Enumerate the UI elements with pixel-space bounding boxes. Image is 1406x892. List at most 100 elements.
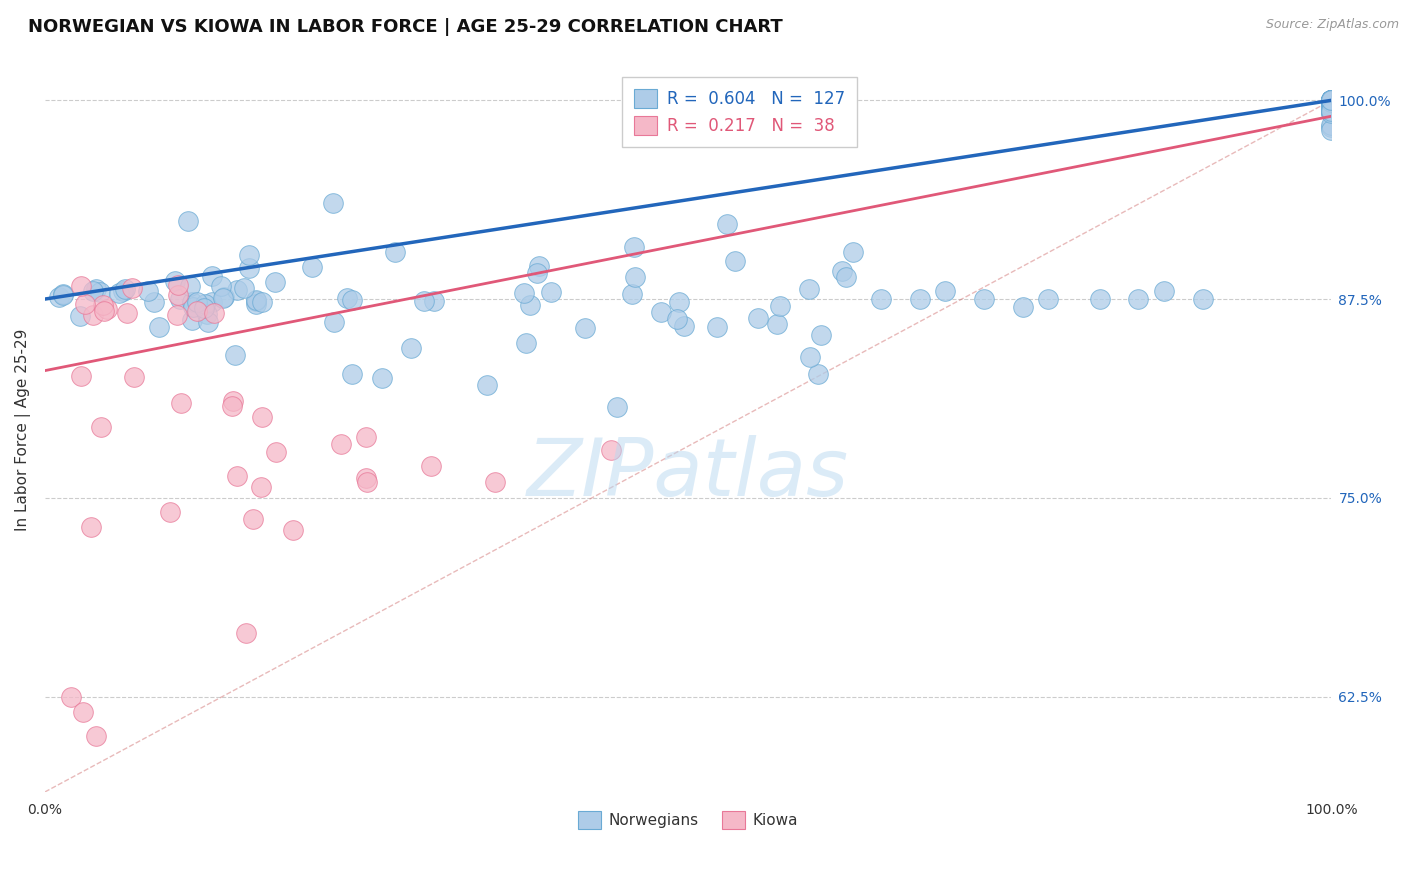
Point xyxy=(1320,122,1343,136)
Point xyxy=(527,259,550,273)
Point xyxy=(252,410,274,425)
Point xyxy=(263,275,285,289)
Point xyxy=(166,288,188,302)
Point xyxy=(1320,98,1343,112)
Point xyxy=(1320,106,1343,120)
Point xyxy=(831,264,853,278)
Point xyxy=(245,293,267,307)
Point xyxy=(181,294,204,309)
Point xyxy=(354,430,377,444)
Point xyxy=(1320,93,1343,107)
Point xyxy=(973,292,995,306)
Point xyxy=(1320,93,1343,107)
Point xyxy=(52,286,75,301)
Point xyxy=(1153,284,1175,298)
Point xyxy=(1320,105,1343,120)
Point xyxy=(1320,93,1343,107)
Point xyxy=(620,287,643,301)
Point xyxy=(52,288,75,302)
Point xyxy=(224,348,246,362)
Point xyxy=(484,475,506,489)
Point xyxy=(84,282,107,296)
Point xyxy=(111,284,134,298)
Point xyxy=(623,240,645,254)
Point xyxy=(211,291,233,305)
Text: Source: ZipAtlas.com: Source: ZipAtlas.com xyxy=(1265,18,1399,31)
Point xyxy=(1320,93,1343,107)
Point xyxy=(747,311,769,326)
Point xyxy=(371,370,394,384)
Point xyxy=(870,292,893,306)
Point xyxy=(301,260,323,274)
Point xyxy=(1320,93,1343,107)
Point xyxy=(1128,292,1150,306)
Text: NORWEGIAN VS KIOWA IN LABOR FORCE | AGE 25-29 CORRELATION CHART: NORWEGIAN VS KIOWA IN LABOR FORCE | AGE … xyxy=(28,18,783,36)
Point xyxy=(1320,99,1343,113)
Point xyxy=(163,275,186,289)
Point xyxy=(1320,93,1343,107)
Point xyxy=(1320,105,1343,120)
Point xyxy=(186,303,208,318)
Point xyxy=(515,336,537,351)
Point xyxy=(245,296,267,310)
Point xyxy=(797,281,820,295)
Point xyxy=(48,290,70,304)
Point xyxy=(91,298,114,312)
Point xyxy=(264,444,287,458)
Point xyxy=(322,315,344,329)
Point xyxy=(72,706,94,720)
Point xyxy=(96,302,118,317)
Point xyxy=(195,307,218,321)
Point xyxy=(336,291,359,305)
Point xyxy=(330,436,353,450)
Point xyxy=(80,520,103,534)
Point xyxy=(519,297,541,311)
Point xyxy=(90,419,112,434)
Point xyxy=(202,306,225,320)
Point xyxy=(1320,100,1343,114)
Point xyxy=(422,293,444,308)
Point xyxy=(115,306,138,320)
Point xyxy=(624,270,647,285)
Point xyxy=(1320,100,1343,114)
Point xyxy=(799,351,821,365)
Point xyxy=(179,278,201,293)
Point xyxy=(1320,93,1343,107)
Point xyxy=(384,245,406,260)
Point xyxy=(769,299,792,313)
Point xyxy=(252,295,274,310)
Point xyxy=(1320,93,1343,107)
Point xyxy=(238,260,260,275)
Point xyxy=(250,480,273,494)
Point xyxy=(181,300,204,314)
Point xyxy=(114,282,136,296)
Point xyxy=(86,729,108,743)
Point xyxy=(668,295,690,310)
Point xyxy=(181,313,204,327)
Point xyxy=(526,266,548,280)
Y-axis label: In Labor Force | Age 25-29: In Labor Force | Age 25-29 xyxy=(15,329,31,532)
Point xyxy=(354,471,377,485)
Point xyxy=(1320,95,1343,110)
Point xyxy=(148,320,170,334)
Point xyxy=(1320,93,1343,107)
Point xyxy=(841,244,863,259)
Point xyxy=(475,378,498,392)
Point xyxy=(159,505,181,519)
Point xyxy=(197,315,219,329)
Point xyxy=(69,309,91,323)
Point xyxy=(665,312,688,326)
Point xyxy=(93,303,115,318)
Point xyxy=(122,369,145,384)
Point xyxy=(1320,104,1343,119)
Point xyxy=(672,318,695,333)
Point xyxy=(401,341,423,355)
Point xyxy=(177,214,200,228)
Point xyxy=(194,296,217,310)
Point xyxy=(121,280,143,294)
Point xyxy=(82,284,104,298)
Point xyxy=(1088,292,1111,306)
Point xyxy=(540,285,562,299)
Point xyxy=(214,290,236,304)
Point xyxy=(716,217,738,231)
